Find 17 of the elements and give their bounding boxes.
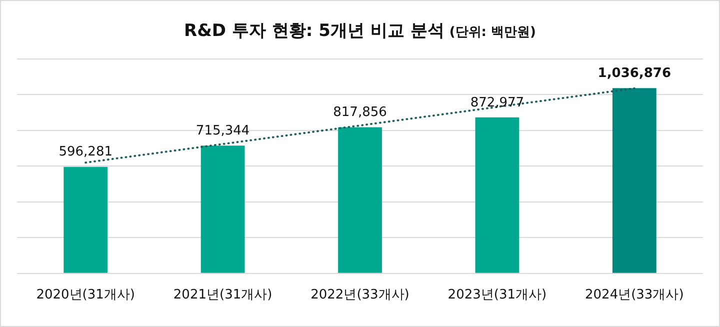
data-label: 872,977 [470,95,524,110]
chart-subtitle: (단위: 백만원) [449,25,536,40]
bar [338,127,382,273]
x-tick-label: 2023년(31개사) [448,288,547,303]
x-tick-label: 2020년(31개사) [36,288,135,303]
data-label: 596,281 [58,144,112,160]
bar [64,166,108,273]
data-label: 715,344 [196,123,250,138]
chart-title: R&D 투자 현황: 5개년 비교 분석 [184,21,444,41]
data-label: 1,036,876 [598,66,671,82]
x-tick-label: 2024년(33개사) [585,288,684,303]
bar [612,88,656,273]
x-tick-label: 2021년(31개사) [173,288,272,303]
data-label: 817,856 [333,105,387,120]
bar [475,117,520,273]
bar [200,146,245,273]
x-tick-label: 2022년(33개사) [310,288,410,303]
